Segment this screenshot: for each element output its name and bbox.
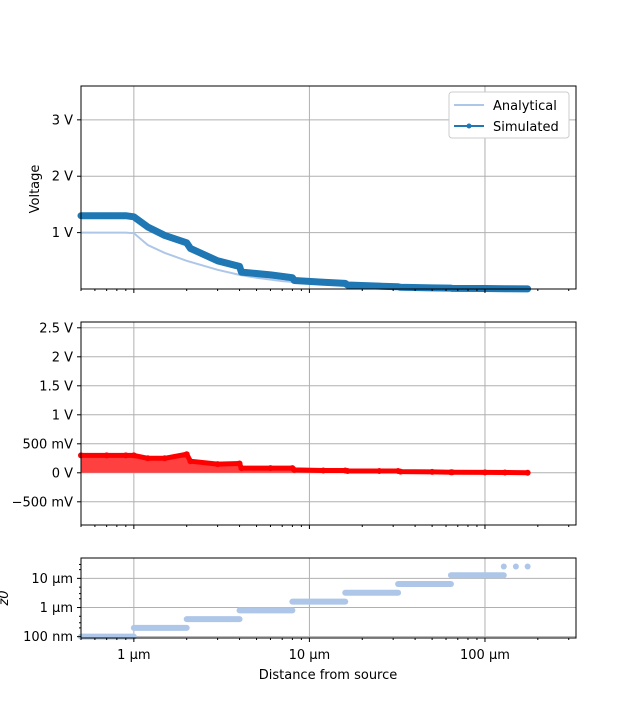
simulated-point <box>161 232 168 239</box>
error-point <box>267 465 274 472</box>
x-tick-label: 100 µm <box>460 648 510 663</box>
error-axes-frame <box>80 321 577 526</box>
simulated-point <box>449 285 456 292</box>
simulated-point <box>238 269 245 276</box>
z0-point <box>500 563 507 570</box>
error-point <box>103 452 110 459</box>
simulated-point <box>267 271 274 278</box>
error-point <box>376 468 383 475</box>
y-tick-label: 0 V <box>52 466 73 481</box>
simulated-point <box>183 239 190 246</box>
error-point <box>429 468 436 475</box>
error-point <box>187 458 194 465</box>
error-area <box>81 454 528 473</box>
z0-point <box>524 563 531 570</box>
y-tick-label: 2 V <box>52 170 73 185</box>
legend-simulated-marker <box>466 123 472 129</box>
legend-analytical-label: Analytical <box>493 99 557 114</box>
z0-series <box>78 563 531 640</box>
error-point <box>524 469 531 476</box>
error-grid <box>81 322 576 525</box>
x-tick-label: 1 µm <box>117 648 150 663</box>
y-tick-label: 2 V <box>52 350 73 365</box>
simulated-point <box>144 223 151 230</box>
simulated-point <box>214 257 221 264</box>
y-tick-label: 2.5 V <box>39 321 73 336</box>
voltage-panel: 1 V 2 V 3 V Voltage Analytical Simulated <box>28 85 577 293</box>
legend: Analytical Simulated <box>448 91 570 139</box>
y-tick-label: 1 V <box>52 408 73 423</box>
voltage-ticks: 1 V 2 V 3 V <box>52 113 570 293</box>
error-point <box>130 452 137 459</box>
error-point <box>122 452 129 459</box>
y-tick-label: 500 mV <box>22 437 73 452</box>
y-tick-label: 1 V <box>52 226 73 241</box>
z0-axes-frame <box>80 557 577 639</box>
error-point <box>214 461 221 468</box>
y-tick-label: 10 µm <box>31 572 73 587</box>
simulated-point <box>103 212 110 219</box>
x-axis-label: Distance from source <box>259 668 398 683</box>
error-point <box>501 469 508 476</box>
y-tick-label: 1.5 V <box>39 379 73 394</box>
voltage-ylabel: Voltage <box>28 165 43 214</box>
error-panel: −500 mV 0 V 500 mV 1 V 1.5 V 2 V 2.5 V <box>12 321 577 529</box>
error-ticks: −500 mV 0 V 500 mV 1 V 1.5 V 2 V 2.5 V <box>12 321 570 529</box>
error-point <box>238 465 245 472</box>
error-point <box>183 451 190 458</box>
error-point <box>397 468 404 475</box>
simulated-point <box>130 213 137 220</box>
error-point <box>320 467 327 474</box>
y-tick-label: 3 V <box>52 113 73 128</box>
error-point <box>291 466 298 473</box>
simulated-point <box>187 245 194 252</box>
z0-panel: 1 µm 10 µm 100 µm 100 nm 1 µm 10 µm z0 Distan… <box>0 557 577 683</box>
error-point <box>344 468 351 475</box>
z0-ticks: 1 µm 10 µm 100 µm 100 nm 1 µm 10 µm <box>23 563 570 663</box>
y-tick-label: 100 nm <box>23 630 73 645</box>
error-point <box>236 460 243 467</box>
error-point <box>144 455 151 462</box>
simulated-point <box>344 282 351 289</box>
z0-grid <box>81 558 576 638</box>
x-tick-label: 10 µm <box>289 648 331 663</box>
error-series <box>78 451 531 476</box>
voltage-series <box>77 212 532 293</box>
y-tick-label: 1 µm <box>40 601 73 616</box>
simulated-point <box>291 277 298 284</box>
voltage-axes-frame <box>80 85 577 290</box>
y-tick-label: −500 mV <box>12 495 74 510</box>
error-point <box>481 469 488 476</box>
z0-ylabel: z0 <box>0 590 12 606</box>
z0-point <box>512 563 519 570</box>
legend-simulated-label: Simulated <box>493 120 559 135</box>
simulated-point <box>236 263 243 270</box>
simulated-point <box>376 283 383 290</box>
error-point <box>161 455 168 462</box>
simulated-point <box>320 279 327 286</box>
simulated-point <box>122 212 129 219</box>
error-point <box>449 469 456 476</box>
